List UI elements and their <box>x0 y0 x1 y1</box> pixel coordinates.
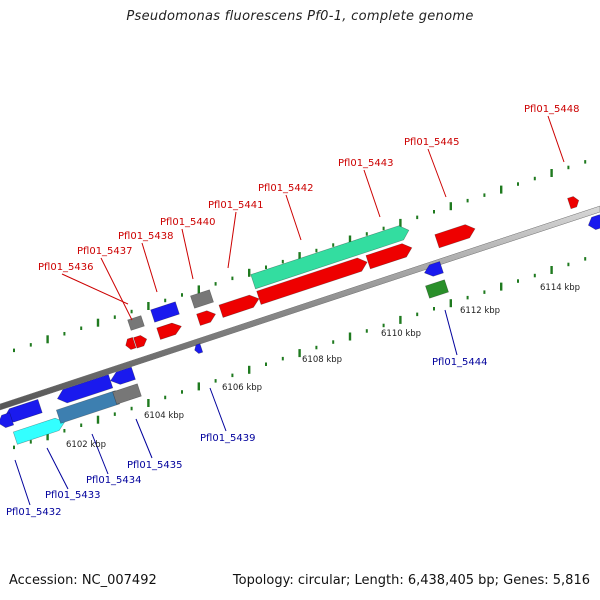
gene-label-pfl01-5442: Pfl01_5442 <box>258 183 314 194</box>
gene-arrow-pfl01-5438[interactable] <box>150 301 180 323</box>
gene-leader-line <box>91 433 109 475</box>
gene-arrow-pfl01-5445[interactable] <box>434 222 477 249</box>
gene-arrow-pfl01-5438[interactable] <box>156 321 184 340</box>
gene-label-pfl01-5438: Pfl01_5438 <box>118 231 174 242</box>
gene-leader-line <box>363 169 381 218</box>
gene-leader-line <box>61 273 129 305</box>
gene-arrow-pfl01-5444[interactable] <box>423 261 444 278</box>
gene-label-pfl01-5440: Pfl01_5440 <box>160 217 216 228</box>
gene-arrow-pfl01-5442[interactable] <box>250 223 411 290</box>
gene-leader-line <box>135 418 153 459</box>
gene-label-pfl01-5432: Pfl01_5432 <box>6 507 62 518</box>
gene-leader-line <box>141 242 158 293</box>
gene-leader-line <box>100 257 133 321</box>
gene-leader-line <box>227 211 237 269</box>
gene-leader-line <box>427 148 447 198</box>
gene-label-pfl01-5437: Pfl01_5437 <box>77 246 133 257</box>
gene-label-pfl01-5441: Pfl01_5441 <box>208 200 264 211</box>
gene-arrow-pfl01-5441[interactable] <box>218 293 261 318</box>
gene-leader-line <box>444 309 458 356</box>
gene-arrow-pfl01-5434[interactable] <box>109 366 136 387</box>
gene-label-pfl01-5439: Pfl01_5439 <box>200 433 256 444</box>
gene-arrow-pfl01-5440[interactable] <box>196 308 218 326</box>
scale-label: 6112 kbp <box>460 306 500 316</box>
gene-arrow-pfl01-5432[interactable] <box>0 412 15 430</box>
gene-arrow-pfl01-5442[interactable] <box>256 255 370 305</box>
gene-label-pfl01-5448: Pfl01_5448 <box>524 104 580 115</box>
gene-label-pfl01-5434: Pfl01_5434 <box>86 475 142 486</box>
gene-leader-line <box>547 115 565 163</box>
scale-label: 6104 kbp <box>144 411 184 421</box>
gene-arrow-pfl01-5434[interactable] <box>55 390 121 424</box>
gene-arrow-pfl01-5448[interactable] <box>567 195 581 210</box>
gene-leader-line <box>46 447 69 490</box>
gene-arrow-pfl01-5437[interactable] <box>124 336 137 350</box>
scale-label: 6114 kbp <box>540 283 580 293</box>
gene-arrow-pfl01-5433[interactable] <box>12 416 66 445</box>
gene-leader-line <box>181 228 194 280</box>
gene-arrow-pfl01-5436[interactable] <box>127 315 145 331</box>
gene-arrow-pfl01-5437[interactable] <box>133 334 149 349</box>
map-title: Pseudomonas fluorescens Pf0-1, complete … <box>126 9 474 24</box>
gene-label-pfl01-5444: Pfl01_5444 <box>432 357 488 368</box>
gene-label-pfl01-5435: Pfl01_5435 <box>127 460 183 471</box>
gene-label-pfl01-5436: Pfl01_5436 <box>38 262 94 273</box>
accession-text: Accession: NC_007492 <box>9 573 157 588</box>
scale-label: 6106 kbp <box>222 383 262 393</box>
topology-text: Topology: circular; Length: 6,438,405 bp… <box>232 573 590 588</box>
gene-label-pfl01-5443: Pfl01_5443 <box>338 158 394 169</box>
gene-arrow-pfl01-5448[interactable] <box>586 214 600 232</box>
gene-leader-line <box>285 194 302 241</box>
gene-arrow-pfl01-5443[interactable] <box>365 241 414 270</box>
scale-label: 6108 kbp <box>302 355 342 365</box>
gene-arrow-pfl01-5444[interactable] <box>425 279 449 299</box>
gene-arrow-pfl01-5439[interactable] <box>193 343 204 355</box>
gene-leader-line <box>209 387 227 432</box>
scale-label: 6110 kbp <box>381 329 421 339</box>
gene-arrow-pfl01-5433[interactable] <box>55 374 114 406</box>
gene-leader-line <box>14 459 31 506</box>
gene-arrow-pfl01-5435[interactable] <box>112 383 142 405</box>
gene-label-pfl01-5433: Pfl01_5433 <box>45 490 101 501</box>
gene-arrow-pfl01-5440[interactable] <box>190 289 214 309</box>
gene-label-pfl01-5445: Pfl01_5445 <box>404 137 460 148</box>
scale-label: 6102 kbp <box>66 440 106 450</box>
genome-backbone <box>0 205 600 411</box>
